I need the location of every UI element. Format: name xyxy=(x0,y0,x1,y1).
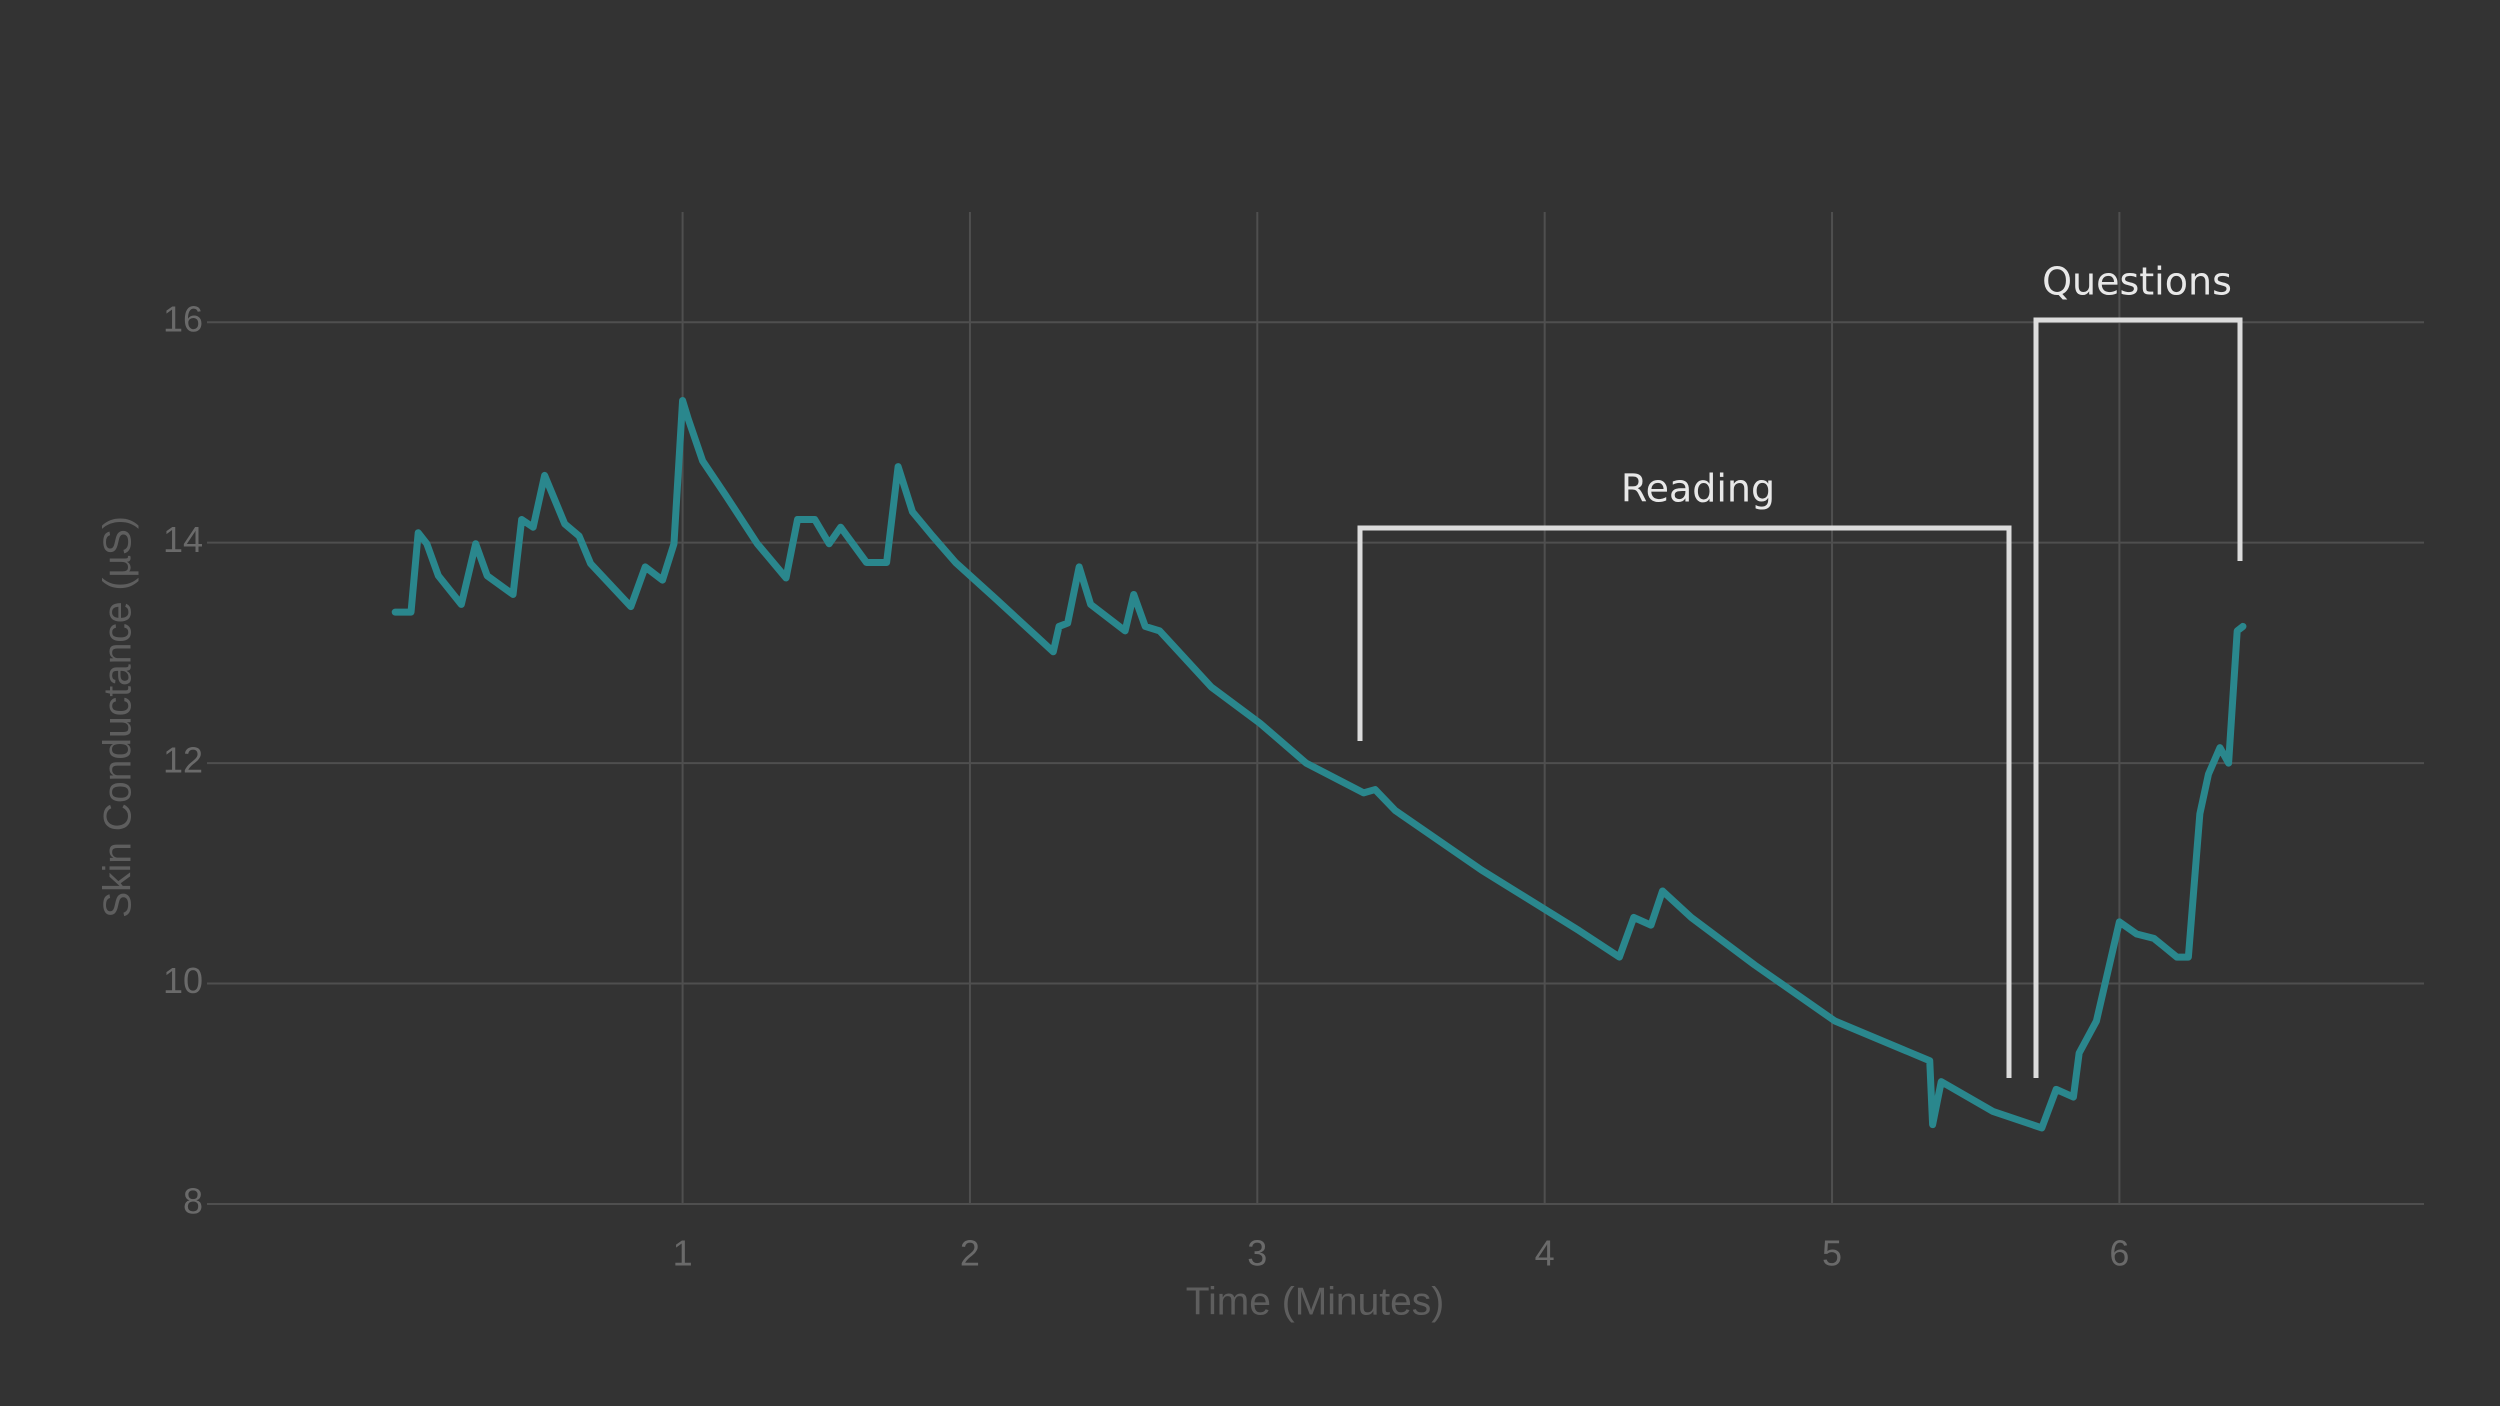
annotation: Reading xyxy=(1621,467,1775,511)
questions-bracket xyxy=(2033,317,2243,1078)
x-tick-label: 4 xyxy=(1535,1233,1555,1274)
x-tick-label: 1 xyxy=(673,1233,693,1274)
x-tick-label: 5 xyxy=(1822,1233,1842,1274)
y-tick-label: 12 xyxy=(163,740,203,781)
y-tick-label: 16 xyxy=(163,299,203,340)
y-axis-title: Skin Conductance (µS) xyxy=(96,516,139,918)
y-tick-label: 8 xyxy=(183,1181,203,1222)
reading-bracket xyxy=(1357,525,2012,1078)
x-tick-label: 6 xyxy=(2109,1233,2129,1274)
x-tick-label: 2 xyxy=(960,1233,980,1274)
x-tick-label: 3 xyxy=(1247,1233,1267,1274)
y-tick-label: 14 xyxy=(163,519,203,560)
data-line xyxy=(391,396,2247,1132)
annotation: Questions xyxy=(2042,260,2232,304)
x-axis-title: Time (Minutes) xyxy=(1186,1280,1445,1323)
plot xyxy=(391,396,2247,1132)
y-tick-label: 10 xyxy=(163,960,203,1001)
